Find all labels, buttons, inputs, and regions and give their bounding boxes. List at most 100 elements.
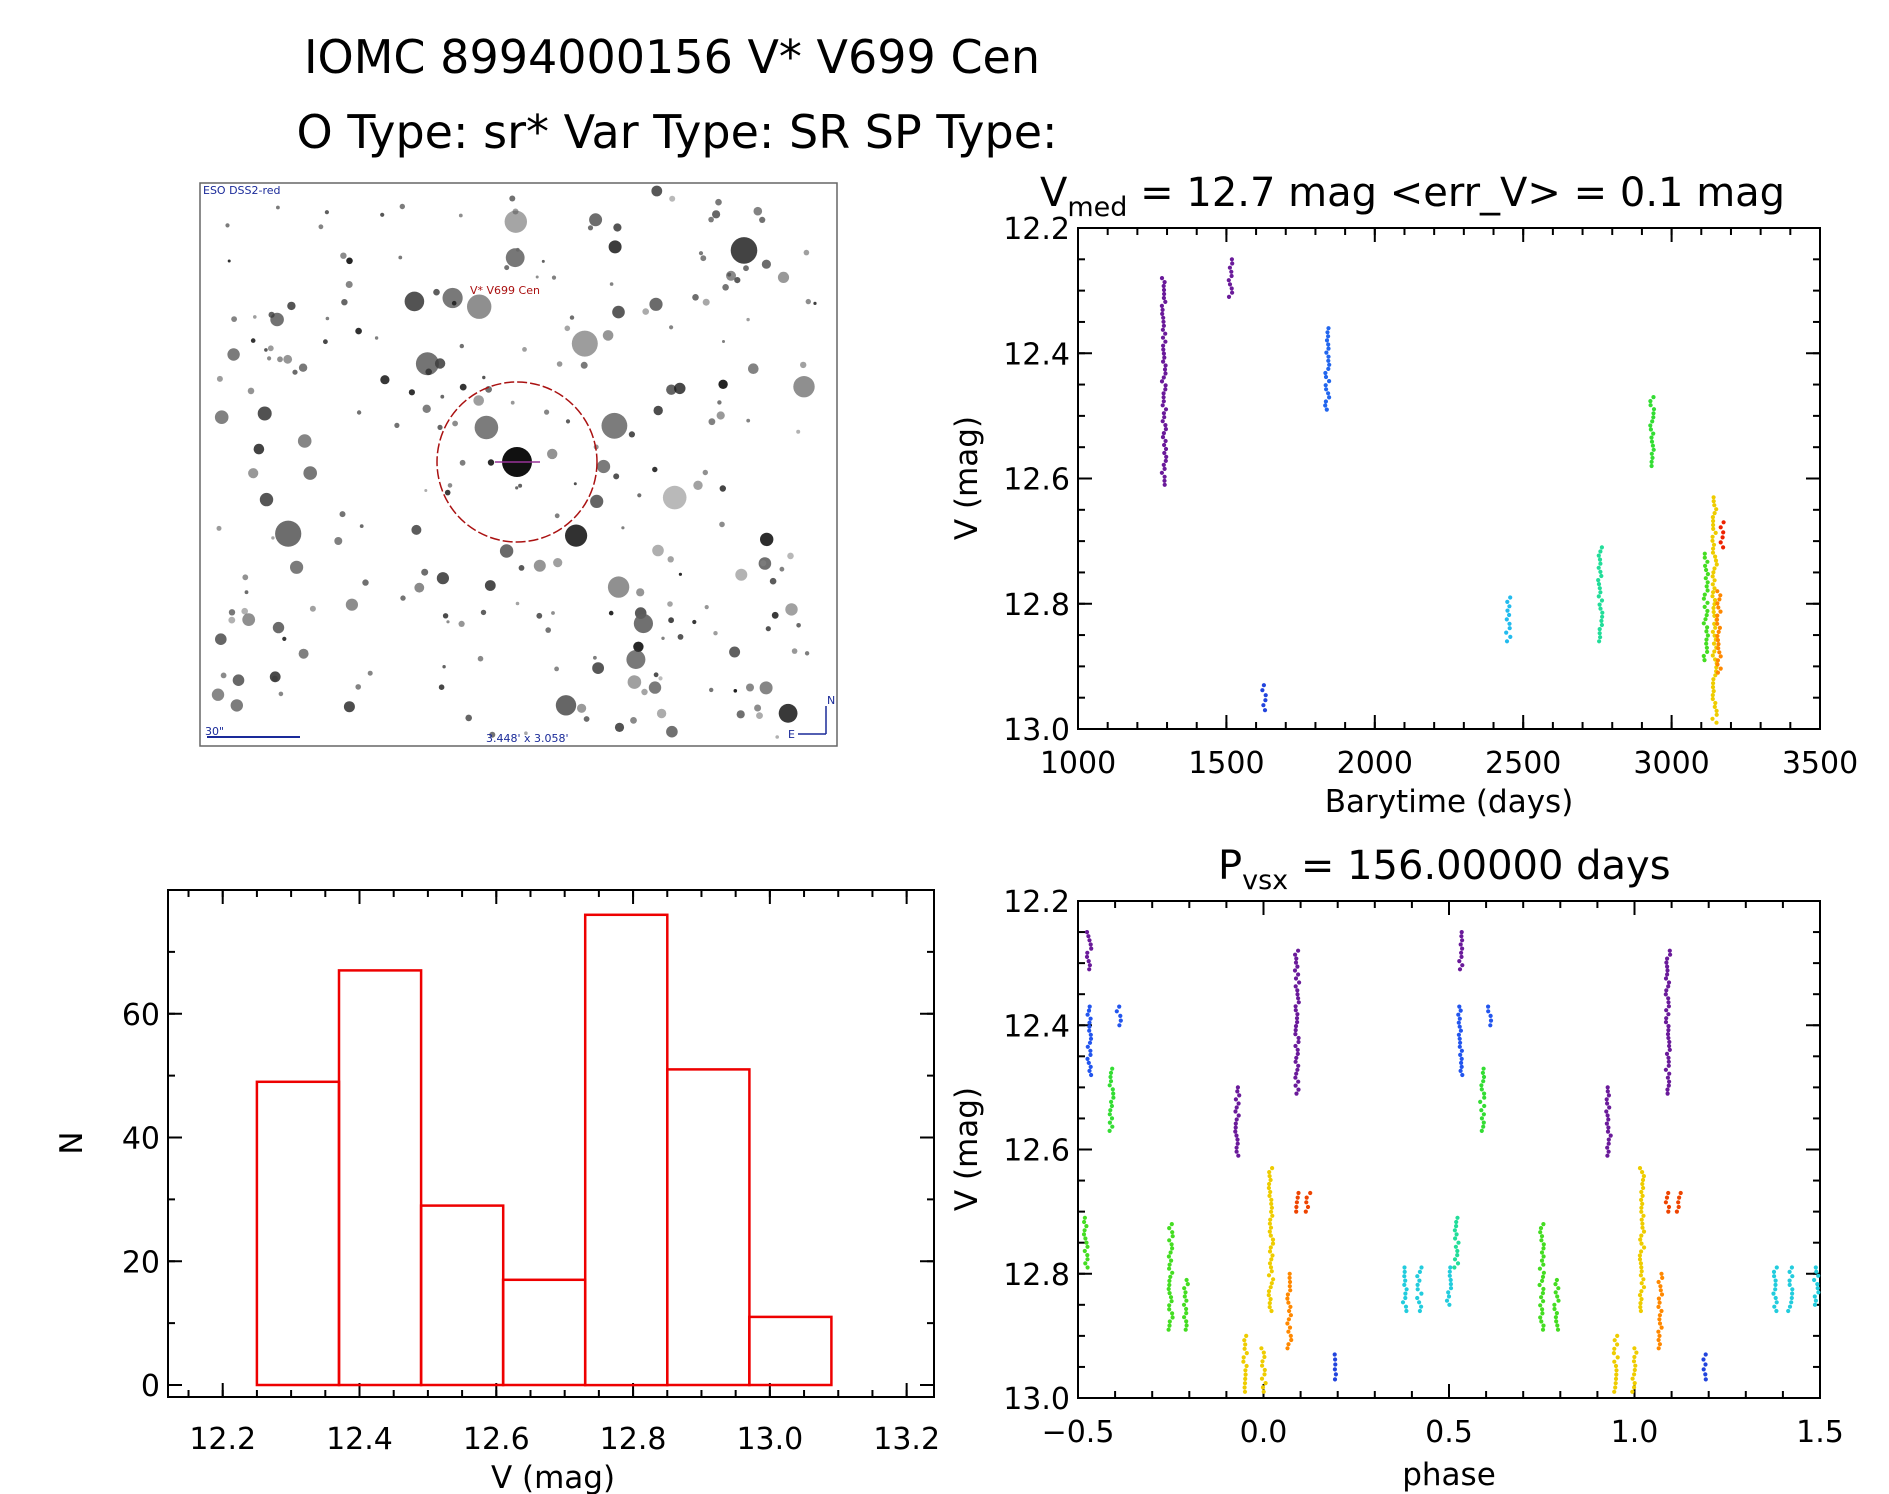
lightcurve-point bbox=[1710, 582, 1715, 587]
phased-axes: −0.5 0.0 0.5 1.0 1.5 12.2 12.4 12.6 12.8 13.0 bbox=[1003, 885, 1844, 1450]
phased-point bbox=[1541, 1270, 1546, 1275]
phased-point bbox=[1666, 1035, 1671, 1041]
phased-point bbox=[1773, 1282, 1778, 1287]
phased-point bbox=[1458, 1008, 1463, 1013]
phased-point bbox=[1606, 1137, 1611, 1142]
lightcurve-point bbox=[1226, 278, 1231, 283]
phased-point bbox=[1415, 1282, 1420, 1287]
finder-star bbox=[339, 511, 346, 518]
finder-star bbox=[356, 410, 362, 415]
phased-point bbox=[1813, 1265, 1818, 1270]
phased-point bbox=[1659, 1292, 1665, 1297]
phased-point bbox=[1110, 1124, 1115, 1129]
lightcurve-point bbox=[1710, 538, 1715, 543]
lightcurve-point bbox=[1597, 586, 1602, 591]
phased-point bbox=[1448, 1282, 1453, 1287]
finder-star bbox=[779, 566, 785, 572]
histogram-xlabel: V (mag) bbox=[491, 1460, 615, 1494]
finder-star bbox=[709, 687, 714, 693]
phased-point bbox=[1666, 1190, 1671, 1196]
phased-point bbox=[1233, 1097, 1238, 1102]
finder-star bbox=[411, 524, 422, 535]
lightcurve-point bbox=[1324, 387, 1329, 392]
phased-point bbox=[1815, 1286, 1820, 1291]
phased-point bbox=[1638, 1237, 1643, 1242]
finder-star bbox=[343, 701, 355, 713]
phased-point bbox=[1774, 1300, 1779, 1305]
phased-point bbox=[1296, 1087, 1301, 1092]
phased-point bbox=[1295, 988, 1300, 993]
lightcurve-point bbox=[1230, 290, 1235, 295]
phased-point bbox=[1668, 952, 1673, 957]
finder-star bbox=[754, 704, 762, 712]
finder-star bbox=[477, 655, 484, 662]
phased-point bbox=[1488, 1023, 1493, 1028]
lightcurve-title: Vmed = 12.7 mag <err_V> = 0.1 mag bbox=[1040, 170, 1785, 223]
finder-star bbox=[276, 205, 280, 210]
phased-point bbox=[1089, 946, 1094, 951]
finder-star bbox=[340, 252, 347, 259]
lightcurve-point bbox=[1508, 634, 1513, 640]
phased-point bbox=[1244, 1351, 1249, 1356]
phased-point bbox=[1118, 1013, 1123, 1019]
phased-point bbox=[1452, 1257, 1458, 1262]
finder-star bbox=[734, 277, 741, 284]
histogram-bar bbox=[583, 913, 669, 1387]
phased-point bbox=[1605, 1113, 1610, 1118]
finder-star bbox=[424, 489, 428, 492]
lightcurve-point bbox=[1712, 649, 1717, 654]
finder-star bbox=[227, 259, 231, 263]
finder-star bbox=[658, 676, 663, 681]
lightcurve-point bbox=[1326, 346, 1331, 351]
phased-point bbox=[1166, 1327, 1171, 1332]
finder-star bbox=[367, 670, 373, 676]
phased-point bbox=[1658, 1288, 1663, 1293]
phased-point bbox=[1787, 1278, 1792, 1283]
phased-point bbox=[1676, 1204, 1681, 1210]
lightcurve-point bbox=[1599, 598, 1605, 603]
lightcurve-point bbox=[1721, 530, 1726, 535]
phased-point bbox=[1665, 1087, 1670, 1092]
finder-star bbox=[414, 582, 425, 593]
phased-point bbox=[1481, 1120, 1486, 1125]
phased-point bbox=[1444, 1298, 1450, 1303]
phased-point bbox=[1771, 1291, 1776, 1296]
finder-star bbox=[437, 424, 443, 430]
lightcurve-point bbox=[1163, 387, 1168, 392]
finder-star bbox=[573, 482, 577, 486]
phased-ytick-label: 12.8 bbox=[1003, 1258, 1070, 1293]
phased-point bbox=[1460, 946, 1465, 951]
lightcurve-point bbox=[1260, 688, 1265, 693]
phased-point bbox=[1632, 1381, 1637, 1386]
phased-point bbox=[1665, 968, 1670, 973]
phased-point bbox=[1087, 967, 1092, 972]
phased-point bbox=[1082, 1219, 1087, 1225]
phased-point bbox=[1642, 1245, 1647, 1250]
phased-point bbox=[1234, 1117, 1239, 1122]
finder-star bbox=[554, 513, 560, 519]
object-label: V* V699 Cen bbox=[470, 284, 540, 297]
phased-point bbox=[1088, 942, 1093, 947]
finder-star bbox=[458, 620, 465, 628]
phased-point bbox=[1083, 1261, 1088, 1266]
phased-point bbox=[1269, 1281, 1274, 1286]
phased-point bbox=[1295, 992, 1300, 997]
finder-star bbox=[760, 560, 767, 567]
phased-point bbox=[1293, 1075, 1298, 1080]
phased-point bbox=[1453, 1244, 1458, 1249]
phased-point bbox=[1167, 1323, 1172, 1328]
phased-point bbox=[1539, 1234, 1545, 1239]
lightcurve-point bbox=[1714, 507, 1719, 512]
lightcurve-point bbox=[1599, 545, 1604, 550]
phased-point bbox=[1084, 1240, 1089, 1245]
phased-point bbox=[1261, 1350, 1266, 1355]
lightcurve-point bbox=[1163, 331, 1168, 336]
finder-star bbox=[667, 556, 674, 563]
lightcurve-point bbox=[1713, 673, 1718, 678]
finder-star bbox=[524, 731, 528, 735]
phased-ytick-label: 13.0 bbox=[1003, 1382, 1070, 1417]
phased-point bbox=[1447, 1269, 1452, 1274]
phased-point bbox=[1666, 1083, 1671, 1088]
phased-xtick-label: 0.0 bbox=[1240, 1415, 1288, 1450]
phased-point bbox=[1332, 1367, 1337, 1372]
